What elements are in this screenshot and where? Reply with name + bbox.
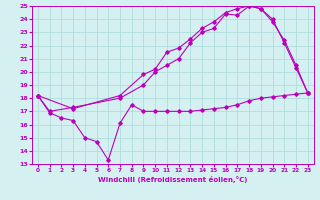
X-axis label: Windchill (Refroidissement éolien,°C): Windchill (Refroidissement éolien,°C) [98, 176, 247, 183]
